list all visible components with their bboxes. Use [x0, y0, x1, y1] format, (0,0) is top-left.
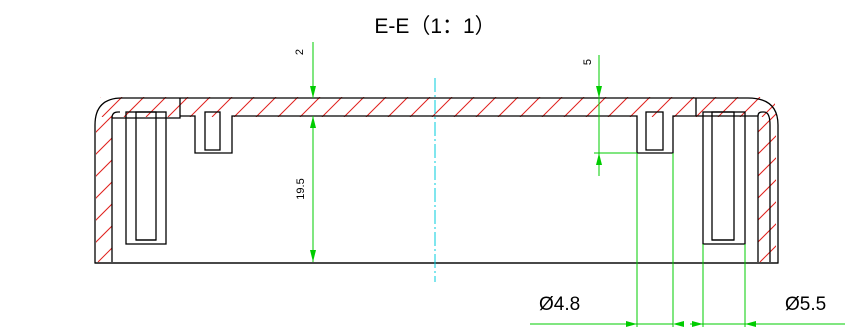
hatch-line [233, 97, 255, 117]
hatch-line [541, 97, 563, 117]
hatch-line [97, 247, 112, 262]
hatch-line [186, 110, 338, 262]
hatch-line [189, 97, 211, 117]
dim-dia-small-label: Ø4.8 [539, 294, 580, 315]
dim-dia-large: Ø5.5 [690, 294, 845, 327]
hatch-line [759, 245, 776, 262]
right-boss [645, 111, 664, 151]
left-snap-rib [125, 111, 167, 245]
hatch-line [96, 110, 97, 111]
hatch-line [475, 97, 497, 117]
dim-dia-small: Ø4.8 [530, 294, 684, 327]
hatch-line [804, 110, 845, 262]
hatch-line [717, 97, 739, 117]
hatch-line [758, 223, 776, 243]
hatch-line [96, 203, 112, 221]
hatch-line [739, 97, 761, 117]
hatch-line [784, 97, 804, 117]
hatch-line [758, 110, 759, 111]
hatch-line [321, 97, 343, 117]
hatch-line [826, 110, 845, 262]
hatch-line [120, 110, 272, 262]
hatch-line [585, 97, 607, 117]
hatch-line [782, 110, 845, 262]
hatch-line [629, 97, 651, 117]
hatch-line [607, 97, 629, 117]
hatch-line [409, 97, 431, 117]
hatch-line [365, 97, 387, 117]
hatch-line [299, 97, 321, 117]
hatch-line [758, 157, 776, 177]
hatch-line [96, 159, 112, 177]
dim-top-thickness-label: 2 [294, 49, 306, 55]
hatch-line [145, 97, 167, 117]
dim-height: 19.5 [295, 116, 316, 262]
section-title: E-E（1：1） [374, 15, 495, 38]
hatch-line [387, 97, 409, 117]
hatch-line [96, 137, 112, 155]
hatch-line [497, 97, 519, 117]
hatch-line [208, 110, 360, 262]
hatch-line [695, 97, 717, 117]
hatch-line [758, 201, 776, 221]
dim-boss-depth: 5 [582, 55, 637, 176]
hatch-line [96, 181, 112, 199]
left-wall-line [111, 111, 120, 119]
dim-dia-large-label: Ø5.5 [785, 294, 826, 315]
hatch-line [343, 97, 365, 117]
dim-diameter-extensions [636, 153, 746, 327]
hatch-line [277, 97, 299, 117]
hatch-line [123, 97, 145, 117]
hatch-line [758, 113, 776, 133]
hatch-line [519, 97, 541, 117]
hatch-line [563, 97, 585, 117]
outer-profile [94, 97, 779, 264]
hatch-line [164, 110, 316, 262]
hatch-line [255, 97, 277, 117]
dim-top-thickness: 2 [294, 42, 316, 98]
hatch-line [167, 97, 189, 117]
hatch-line [651, 97, 673, 117]
hatch-line [96, 225, 112, 243]
hatch-line [101, 97, 123, 117]
hatch-line [211, 97, 233, 117]
hatch-line [142, 110, 294, 262]
dim-height-label: 19.5 [295, 178, 307, 199]
hatch-line [252, 110, 404, 262]
hatch-line [673, 97, 695, 117]
hatch-line [453, 97, 475, 117]
dim-boss-depth-label: 5 [582, 59, 594, 65]
hatch-line [96, 115, 112, 133]
section-hatching [96, 97, 845, 262]
right-snap-rib [702, 111, 746, 245]
left-boss [204, 111, 221, 151]
right-wall-line [757, 111, 771, 262]
